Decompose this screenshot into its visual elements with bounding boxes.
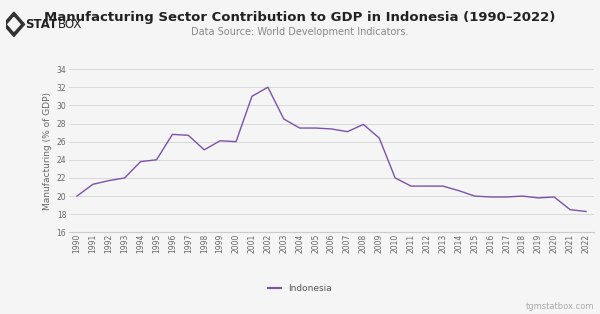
Text: Manufacturing Sector Contribution to GDP in Indonesia (1990–2022): Manufacturing Sector Contribution to GDP… xyxy=(44,11,556,24)
Legend: Indonesia: Indonesia xyxy=(264,281,336,297)
Polygon shape xyxy=(3,12,25,36)
Text: STAT: STAT xyxy=(26,18,58,31)
Text: tgmstatbox.com: tgmstatbox.com xyxy=(526,302,594,311)
Text: BOX: BOX xyxy=(58,18,82,31)
Y-axis label: Manufacturing (% of GDP): Manufacturing (% of GDP) xyxy=(43,92,52,210)
Polygon shape xyxy=(8,18,20,31)
Text: Data Source: World Development Indicators.: Data Source: World Development Indicator… xyxy=(191,27,409,37)
